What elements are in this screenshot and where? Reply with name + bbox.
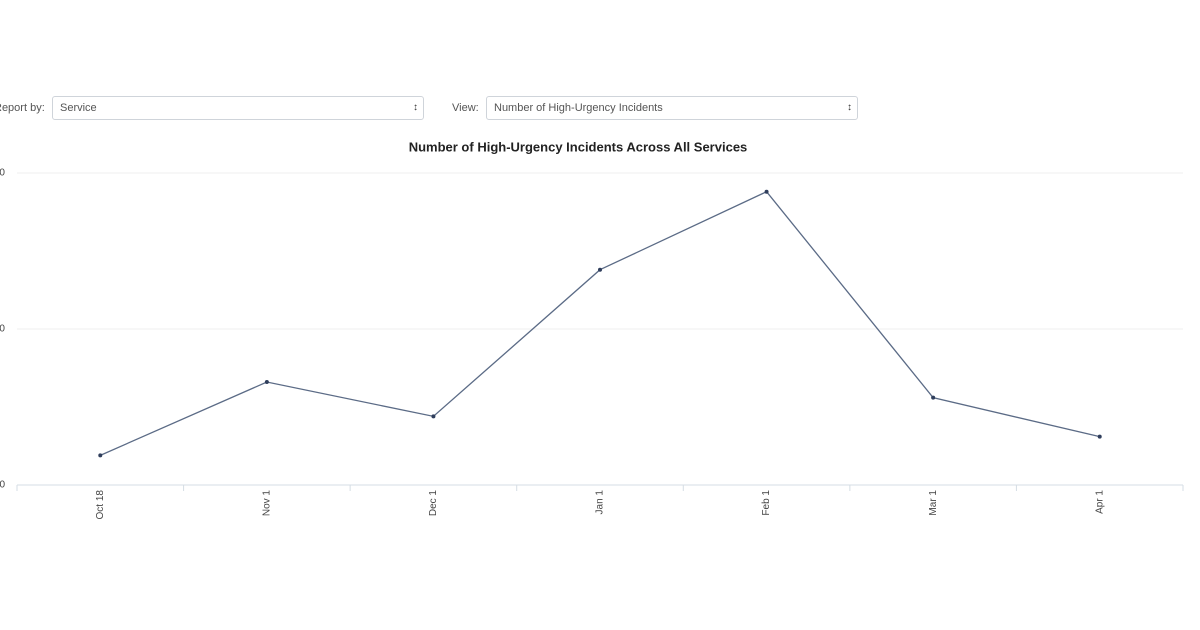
report-by-select[interactable]: Service <box>52 96 424 120</box>
data-point <box>1097 434 1102 439</box>
x-tick-label: Apr 1 <box>1094 490 1105 514</box>
x-tick-label: Jan 1 <box>595 490 606 515</box>
y-tick-label: 0 <box>0 480 5 491</box>
data-point <box>598 267 602 272</box>
x-tick-label: Nov 1 <box>261 490 272 517</box>
data-point <box>764 189 769 194</box>
chart-title: Number of High-Urgency Incidents Across … <box>409 139 748 154</box>
y-tick-label: 10 <box>0 324 5 335</box>
data-point <box>98 453 103 458</box>
x-tick-label: Mar 1 <box>928 490 939 516</box>
view-select[interactable]: Number of High-Urgency Incidents <box>486 96 858 120</box>
x-tick-label: Feb 1 <box>761 490 772 516</box>
report-by-label: Report by: <box>0 102 45 114</box>
line-series <box>100 190 1100 456</box>
y-tick-label: 20 <box>0 168 5 179</box>
x-tick-label: Dec 1 <box>428 490 439 517</box>
x-tick-label: Oct 18 <box>95 490 106 520</box>
data-point <box>931 395 936 400</box>
data-point <box>431 414 436 419</box>
data-point <box>264 380 269 385</box>
view-label: View: <box>452 102 479 114</box>
